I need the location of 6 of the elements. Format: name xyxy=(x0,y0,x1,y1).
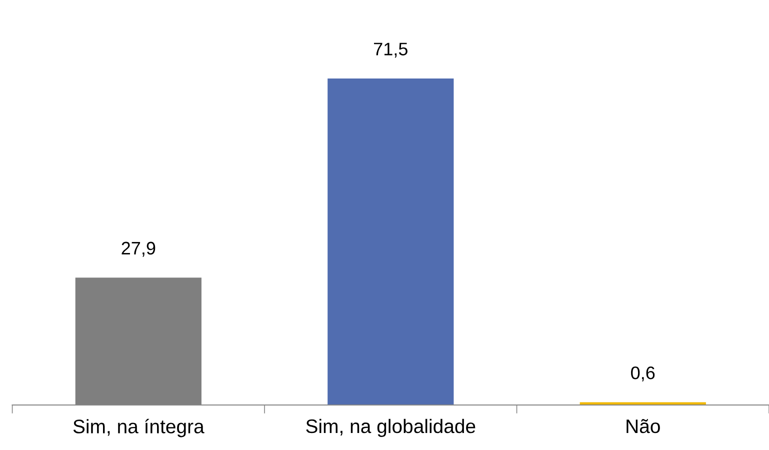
x-tick-label: Sim, na íntegra xyxy=(73,418,204,438)
data-label: 0,6 xyxy=(631,366,655,382)
x-tick-label: Não xyxy=(626,419,660,434)
x-tick-label: Sim, na globalidade xyxy=(306,418,476,438)
data-label: 71,5 xyxy=(374,42,408,58)
data-label: 27,9 xyxy=(122,242,156,257)
